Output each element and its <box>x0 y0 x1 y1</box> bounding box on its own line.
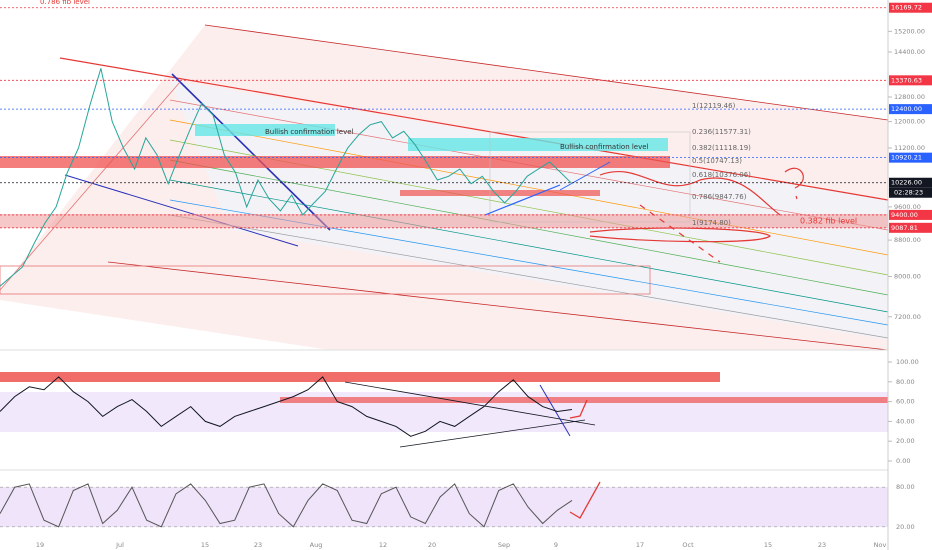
annotation: 0.382 fib level <box>800 217 857 226</box>
drawings <box>0 0 889 550</box>
annotation: 0.236(11577.31) <box>692 128 751 136</box>
annotation: 0.786(9847.76) <box>692 193 747 201</box>
y-tick-label: 100.00 <box>896 358 919 366</box>
y-tick-label: 12000.00 <box>894 118 925 126</box>
x-label: 20 <box>428 541 436 549</box>
y-tick-label: 20.00 <box>896 523 915 531</box>
y-tick-label: 14400.00 <box>894 48 925 56</box>
x-label: 15 <box>764 541 772 549</box>
x-label: 19 <box>36 541 44 549</box>
price-label: 9400.00 <box>891 211 918 219</box>
price-label: 12400.00 <box>891 105 922 113</box>
x-label: Sep <box>498 541 510 549</box>
price-label: 10226.00 <box>891 179 922 187</box>
x-label: Oct <box>682 541 694 549</box>
y-tick-label: 8000.00 <box>894 273 921 281</box>
stoch-line <box>0 483 573 528</box>
countdown: 02:28:23 <box>894 189 923 197</box>
y-tick-label: 40.00 <box>896 417 915 425</box>
annotation: 1(12119.46) <box>692 102 736 110</box>
x-label: Jul <box>115 541 124 549</box>
x-label: 15 <box>201 541 209 549</box>
annotation: 0.786 fib level <box>40 0 90 6</box>
x-label: 9 <box>554 541 558 549</box>
x-label: Aug <box>310 541 323 549</box>
annotation: Bullish confirmation level <box>560 143 649 151</box>
x-label: 12 <box>379 541 387 549</box>
price-tag <box>889 222 932 233</box>
price-tag <box>889 177 932 188</box>
rsi-line <box>0 376 573 437</box>
y-tick-label: 0.00 <box>896 457 910 465</box>
annotation: 0.5(10747.13) <box>692 157 742 165</box>
y-tick-label: 60.00 <box>896 398 915 406</box>
price-label: 16169.72 <box>891 4 922 12</box>
price-label: 13370.63 <box>891 76 922 84</box>
y-tick-label: 15200.00 <box>894 27 925 35</box>
x-label: 23 <box>254 541 262 549</box>
annotation: 0.382(11118.19) <box>692 144 751 152</box>
price-label: 10920.21 <box>891 154 922 162</box>
y-tick-label: 11200.00 <box>894 144 925 152</box>
annotation: 1(9174.80) <box>692 219 731 227</box>
x-label: 17 <box>636 541 644 549</box>
price-tag <box>889 75 932 86</box>
y-tick-label: 12800.00 <box>894 93 925 101</box>
y-tick-label: 7200.00 <box>894 313 921 321</box>
price-tag <box>889 152 932 163</box>
annotation: Bullish confirmation level <box>265 128 354 136</box>
price-label: 9087.81 <box>891 224 918 232</box>
y-tick-label: 80.00 <box>896 378 915 386</box>
y-tick-label: 8800.00 <box>894 236 921 244</box>
price-tag <box>889 104 932 115</box>
y-tick-label: 80.00 <box>896 483 915 491</box>
x-label: Nov <box>874 541 887 549</box>
price-tag <box>889 2 932 13</box>
x-label: 23 <box>818 541 826 549</box>
price-line <box>0 68 573 287</box>
y-tick-label: 20.00 <box>896 437 915 445</box>
countdown-tag <box>889 187 932 198</box>
price-tag <box>889 209 932 220</box>
annotation: 0.618(10376.06) <box>692 171 751 179</box>
y-tick-label: 9600.00 <box>894 203 921 211</box>
